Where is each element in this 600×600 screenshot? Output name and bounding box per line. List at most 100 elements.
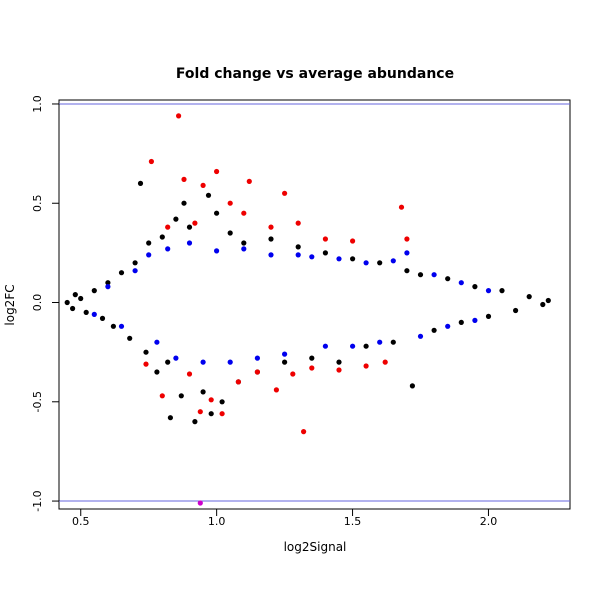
reference-lines [59, 103, 570, 502]
data-point [458, 319, 464, 325]
data-point [382, 359, 388, 365]
data-point [301, 429, 307, 435]
data-point [363, 343, 369, 349]
data-point [137, 180, 144, 186]
y-axis: -1.0 -0.5 0.0 0.5 1.0 [31, 95, 60, 512]
data-point [214, 248, 220, 254]
data-point [148, 158, 154, 165]
data-point [309, 254, 315, 260]
y-tick-label: -0.5 [31, 391, 44, 412]
data-point [167, 415, 173, 421]
data-point [545, 297, 551, 304]
data-point [99, 315, 106, 321]
data-point [110, 323, 116, 329]
data-point [227, 359, 233, 365]
data-point [143, 349, 149, 355]
data-point [350, 238, 356, 244]
x-axis: 0.5 1.0 1.5 2.0 [72, 508, 498, 528]
data-point [165, 224, 171, 230]
data-point [70, 305, 76, 312]
data-point [499, 288, 505, 294]
data-point [445, 323, 451, 329]
data-point [72, 292, 78, 298]
data-point [219, 399, 225, 405]
y-tick-label: 1.0 [31, 95, 44, 113]
data-point [165, 246, 171, 252]
data-point [404, 250, 410, 256]
data-point [363, 260, 369, 266]
data-point [485, 288, 492, 294]
data-point [282, 351, 288, 357]
data-point [186, 224, 193, 230]
data-point [159, 234, 165, 240]
data-point [540, 301, 546, 308]
data-point [404, 236, 410, 242]
data-point [377, 339, 383, 345]
data-point [173, 355, 179, 361]
data-point [295, 220, 301, 226]
data-point [214, 210, 220, 216]
y-tick-label: -1.0 [31, 490, 44, 511]
data-point [282, 359, 288, 365]
data-point [241, 240, 247, 246]
data-point [282, 190, 288, 196]
data-point [105, 284, 111, 290]
data-point [513, 307, 519, 314]
data-point [472, 284, 478, 290]
data-point [336, 359, 342, 365]
data-point [227, 200, 233, 206]
data-point [154, 339, 160, 345]
y-axis-label: log2FC [3, 284, 17, 325]
data-point [118, 270, 125, 276]
x-tick-label: 2.0 [480, 515, 498, 528]
data-point [178, 393, 184, 399]
data-point [322, 343, 328, 349]
data-point [91, 288, 97, 294]
data-point [214, 168, 220, 175]
data-point [241, 210, 247, 216]
data-point [290, 371, 296, 377]
data-point [295, 252, 301, 258]
data-point [200, 389, 206, 395]
x-axis-label: log2Signal [284, 540, 347, 554]
data-point [91, 311, 97, 317]
data-point [390, 339, 396, 345]
data-point [246, 178, 252, 184]
data-point [241, 246, 247, 252]
data-point [186, 371, 193, 377]
data-point [181, 176, 187, 182]
data-point [485, 313, 492, 319]
data-point [176, 113, 182, 119]
data-point [268, 236, 274, 242]
data-point [205, 192, 212, 198]
data-point [127, 335, 133, 341]
data-point [154, 369, 160, 375]
data-point [417, 272, 424, 278]
data-point [390, 258, 396, 264]
data-point [458, 280, 464, 286]
data-point [186, 240, 193, 246]
data-point [227, 230, 233, 236]
data-point [404, 268, 410, 274]
data-point [235, 379, 241, 385]
data-point [431, 327, 437, 333]
data-point [200, 182, 206, 188]
data-point [417, 333, 424, 339]
data-point [254, 355, 260, 361]
data-point [472, 317, 478, 323]
data-point [409, 383, 415, 389]
data-point [192, 419, 198, 425]
data-point [309, 365, 315, 371]
data-point [83, 309, 89, 315]
y-tick-label: 0.0 [31, 294, 44, 312]
data-point [208, 411, 214, 417]
data-point [64, 299, 70, 306]
data-point [78, 295, 84, 302]
data-point [268, 224, 274, 230]
data-point [192, 220, 198, 226]
data-point [173, 216, 179, 222]
chart-title: Fold change vs average abundance [176, 66, 454, 82]
data-point [105, 280, 111, 286]
data-point [398, 204, 405, 210]
data-point [254, 369, 260, 375]
